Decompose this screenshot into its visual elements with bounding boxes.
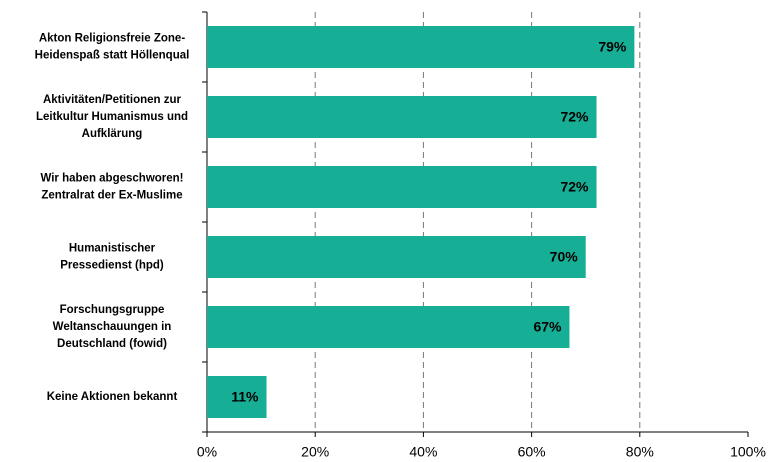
label-line: Forschungsgruppe — [60, 304, 165, 316]
label-line: Aufklärung — [82, 128, 143, 140]
x-tick-label: 100% — [730, 444, 766, 460]
label-line: Humanistischer — [69, 243, 156, 255]
x-tick-label: 0% — [197, 444, 217, 460]
bar — [207, 376, 267, 418]
bar — [207, 306, 570, 348]
label-line: Pressedienst (hpd) — [60, 260, 164, 272]
y-tick-label: Aktivitäten/Petitionen zur Leitkultur Hum… — [36, 94, 188, 140]
data-label: 72% — [560, 109, 589, 125]
label-line: Aktivitäten/Petitionen zur — [43, 94, 182, 106]
bar — [207, 236, 586, 278]
x-tick-label: 80% — [626, 444, 654, 460]
data-label: 72% — [560, 179, 589, 195]
x-tick-label: 20% — [301, 444, 329, 460]
data-label: 11% — [231, 389, 259, 405]
y-tick-label: Keine Aktionen bekannt — [47, 391, 178, 403]
label-line: Keine Aktionen bekannt — [47, 391, 178, 403]
label-line: Zentralrat der Ex-Muslime — [41, 190, 182, 202]
label-line: Heidenspaß statt Höllenqual — [35, 50, 190, 62]
label-line: Akton Religionsfreie Zone- — [39, 33, 185, 45]
label-line: Wir haben abgeschworen! — [40, 173, 183, 185]
x-tick-label: 40% — [409, 444, 437, 460]
y-tick-label: Forschungsgruppe Weltanschauungen in Deuts… — [53, 304, 172, 350]
bar — [207, 166, 597, 208]
label-line: Deutschland (fowid) — [57, 338, 167, 350]
data-label: 70% — [550, 249, 579, 265]
data-label: 67% — [533, 319, 562, 335]
y-tick-label: Wir haben abgeschworen! Zentralrat der Ex… — [40, 173, 183, 202]
label-line: Weltanschauungen in — [53, 321, 172, 333]
y-tick-label: Humanistischer Pressedienst (hpd) — [60, 243, 164, 272]
bar — [207, 26, 635, 68]
y-tick-label: Akton Religionsfreie Zone- Heidenspaß sta… — [35, 33, 190, 62]
data-label: 79% — [598, 39, 627, 55]
bar — [207, 96, 597, 138]
x-tick-label: 60% — [518, 444, 546, 460]
label-line: Leitkultur Humanismus und — [36, 111, 188, 123]
